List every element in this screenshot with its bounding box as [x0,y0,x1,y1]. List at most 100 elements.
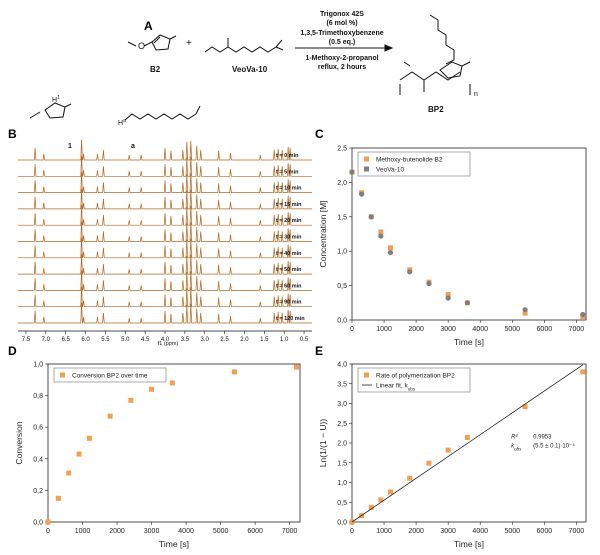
nmr-time-label: t = 5 min [276,169,299,175]
nmr-peak-label-a: a [131,143,135,150]
data-point [368,214,374,220]
y-tick-label: 0,2 [33,488,43,495]
x-tick-label: 7000 [569,326,585,333]
x-tick-label: 1000 [376,528,392,535]
x-tick-label: 7000 [569,528,585,535]
y-tick-label: 2,0 [337,180,347,187]
x-tick-label: 4000 [178,528,194,535]
nmr-tick-label: 6.0 [81,337,90,343]
legend-marker-swatch [364,372,369,378]
legend: Methoxy-butenolide B2 VeoVa-10 [357,151,471,177]
nmr-tick-label: 4.5 [141,337,150,343]
nmr-spectrum-trace [18,188,312,210]
panel-label-e: E [315,344,323,358]
data-point [86,435,92,441]
nmr-time-label: t = 90 min [276,300,302,306]
data-point [522,310,528,316]
y-tick-label: 0,0 [337,520,347,527]
nmr-tick-label: 4.0 [161,337,170,343]
fit-r2-label: R² [511,434,518,440]
data-point [66,470,72,476]
fit-k-label: kobs [511,443,522,451]
y-tick-label: 2,5 [337,421,347,428]
nmr-spectrum-trace [18,204,312,226]
fit-k-subscript: obs [514,446,522,451]
data-point [445,295,451,301]
y-tick-label: 1,5 [337,460,347,467]
x-axis-label: Time [s] [159,539,189,549]
data-point [445,447,451,453]
x-tick-label: 3000 [440,528,456,535]
x-tick-label: 0 [46,528,50,535]
nmr-tick-label: 2.0 [240,337,249,343]
data-point [359,191,365,197]
data-point [426,460,432,466]
nmr-tick-label: 2.5 [220,337,229,343]
data-point [407,269,413,275]
legend-box [357,151,471,177]
x-tick-label: 1000 [376,326,392,333]
data-point [378,233,384,239]
nmr-spectrum-trace [18,221,312,242]
y-tick-label: 4,0 [337,362,347,369]
bp2-structure [399,14,471,95]
chart-c: 0 1000 2000 3000 4000 5000 6000 7000 0,0 0,5 1,0 1,… [318,146,587,347]
condition-5: reflux, 2 hours [318,64,366,71]
y-tick-label: 1,0 [337,480,347,487]
nmr-time-label: t = 30 min [276,235,302,241]
data-point [45,519,51,525]
panel-label-d: D [8,344,17,358]
data-point [522,307,528,313]
nmr-time-labels: t = 0 min t = 5 min t = 10 min t = 15 min t … [276,153,305,322]
data-point [445,292,451,298]
panel-label-c: C [315,127,324,141]
arrow-head-icon [384,44,394,52]
data-point [55,495,61,501]
y-tick-label: 0,8 [33,393,43,400]
legend-marker-swatch [364,166,369,172]
data-point [522,404,528,410]
fit-k-value: (5.5 ± 0.1)·10⁻⁴ [533,442,575,449]
nmr-tick-label: 7.0 [42,337,51,343]
x-tick-label: 7000 [282,528,298,535]
veova-structure [204,38,284,53]
nmr-stack [18,139,312,324]
data-point [76,451,82,457]
nmr-tick-label: 5.5 [101,337,110,343]
nmr-tick-label: 5.0 [121,337,130,343]
y-tick-label: 2,0 [337,441,347,448]
nmr-tick-label: 3.5 [181,337,190,343]
data-point [378,229,384,235]
legend-box [53,367,167,383]
nmr-tick-label: 1.0 [280,337,289,343]
data-point [149,386,155,392]
nmr-axis-label: f1 (ppm) [158,341,179,347]
product-bp2-label: BP2 [428,105,444,114]
nmr-tick-label: 3.0 [201,337,210,343]
legend-entry: Rate of polymerization BP2 [376,373,455,380]
data-point [368,504,374,510]
nmr-spectrum-trace [18,139,312,161]
y-tick-label: 3,5 [337,381,347,388]
y-tick-label: 0,0 [337,318,347,325]
legend-box [357,367,471,393]
nmr-tick-label: 6.5 [62,337,71,343]
condition-2: 1,3,5-Trimethoxybenzene [300,30,383,37]
plot-frame [47,363,301,523]
legend-entry: Linear fit, kobs [376,383,416,392]
data-point [580,311,586,318]
x-tick-label: 5000 [504,326,520,333]
nmr-tick-label: 7.5 [22,337,31,343]
data-point [378,497,384,503]
x-axis-label: Time [s] [454,337,484,347]
legend: Rate of polymerization BP2 Linear fit, ko… [357,367,471,393]
legend-entry-subscript: obs [408,386,416,391]
nmr-peak-label-1: 1 [68,143,72,150]
x-tick-label: 6000 [537,528,553,535]
nmr-spectrum-trace [18,155,312,177]
nmr-time-label: t = 15 min [276,202,302,208]
data-point [349,169,355,175]
data-point [580,369,586,375]
x-tick-label: 2000 [408,528,424,535]
panel-label-b: B [8,127,17,141]
